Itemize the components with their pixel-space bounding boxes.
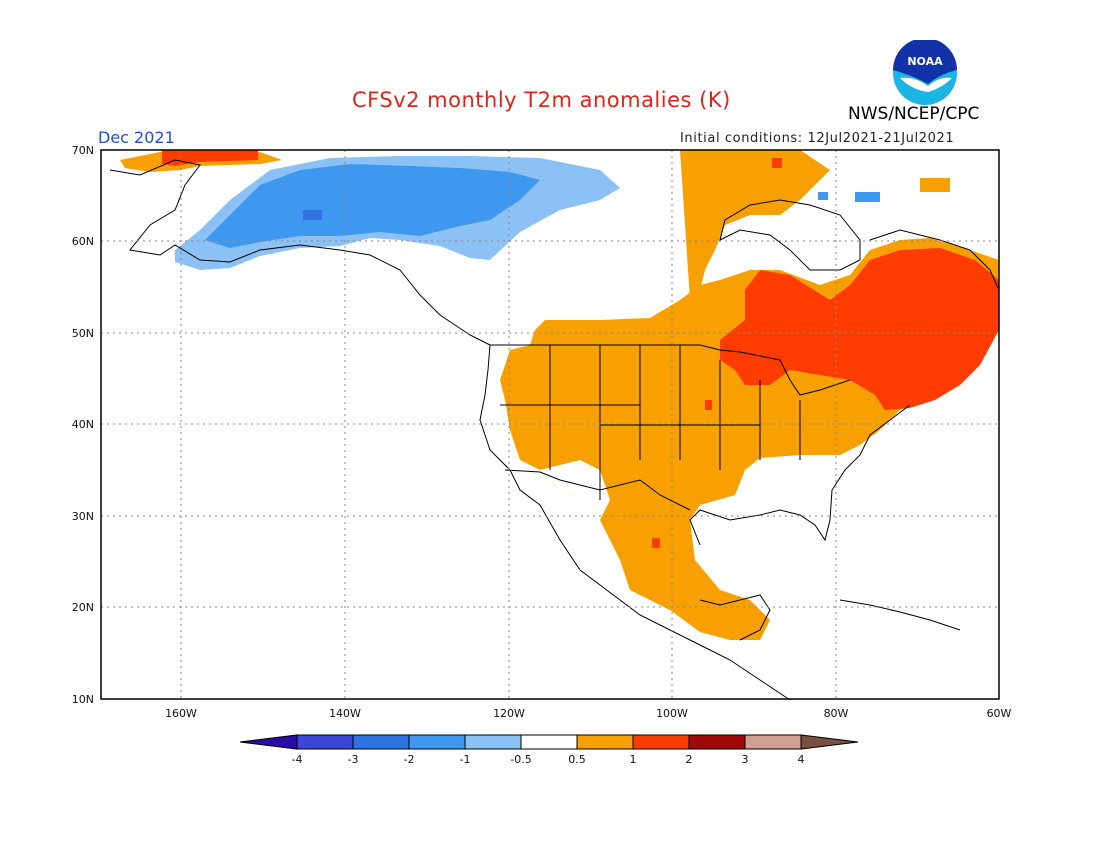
warm-anomaly-strong <box>720 248 999 410</box>
colorbar-segment <box>520 734 578 750</box>
yucatan <box>699 594 771 641</box>
gulf-coast <box>689 404 911 546</box>
colorbar-label: -0.5 <box>510 753 531 766</box>
noaa-logo-icon: NOAA <box>893 40 957 105</box>
lat-label: 40N <box>72 418 94 431</box>
neutral-southwest <box>540 460 610 520</box>
lat-label: 60N <box>72 235 94 248</box>
warm-anomaly-ne-corner <box>920 178 950 192</box>
labrador-coast <box>869 229 1000 291</box>
lon-label: 100W <box>656 707 688 720</box>
alaska-coast <box>109 159 491 346</box>
lon-label: 140W <box>329 707 361 720</box>
longitude-labels: 160W 140W 120W 100W 80W 60W <box>165 707 1011 720</box>
colorbar-segment <box>744 734 802 750</box>
hudson-bay <box>719 199 861 271</box>
lon-label: 120W <box>493 707 525 720</box>
anomaly-shading <box>120 150 999 640</box>
colorbar-segment <box>408 734 466 750</box>
warm-anomaly-dot3 <box>772 158 782 168</box>
colorbar-label: 0.5 <box>568 753 586 766</box>
map-frame <box>100 149 1000 700</box>
colorbar-label: 4 <box>798 753 805 766</box>
cold-anomaly-small2 <box>818 192 828 200</box>
agency-label: NWS/NCEP/CPC <box>848 104 980 124</box>
lat-label: 20N <box>72 601 94 614</box>
latitude-labels: 70N 60N 50N 40N 30N 20N 10N <box>72 144 94 706</box>
lat-label: 30N <box>72 510 94 523</box>
coastlines <box>109 159 1000 701</box>
lat-label: 70N <box>72 144 94 157</box>
colorbar-segment <box>632 734 690 750</box>
logo-text: NOAA <box>907 55 943 68</box>
colorbar-segment <box>688 734 746 750</box>
lon-label: 160W <box>165 707 197 720</box>
state-lines <box>500 345 801 500</box>
colorbar-segment <box>352 734 410 750</box>
cold-anomaly <box>205 164 540 248</box>
west-coast <box>479 344 791 701</box>
colorbar-label: -2 <box>404 753 415 766</box>
caribbean <box>839 599 961 631</box>
lat-label: 50N <box>72 327 94 340</box>
warm-anomaly-north <box>680 150 830 300</box>
forecast-period: Dec 2021 <box>98 128 175 147</box>
colorbar-label: -4 <box>292 753 303 766</box>
colorbar: -4 -3 -2 -1 -0.5 0.5 1 2 3 4 <box>239 734 859 766</box>
colorbar-label: 2 <box>686 753 693 766</box>
cold-anomaly-strong <box>303 210 322 220</box>
colorbar-segment <box>576 734 634 750</box>
colorbar-segment <box>464 734 522 750</box>
cold-anomaly-small <box>855 192 880 202</box>
map-title: CFSv2 monthly T2m anomalies (K) <box>352 88 731 112</box>
initial-conditions: Initial conditions: 12Jul2021-21Jul2021 <box>680 131 955 146</box>
lon-label: 80W <box>824 707 849 720</box>
lon-label: 60W <box>987 707 1012 720</box>
colorbar-label: -3 <box>348 753 359 766</box>
colorbar-label: -1 <box>460 753 471 766</box>
colorbar-arrow-low <box>239 734 298 750</box>
warm-anomaly-dot2 <box>652 538 660 548</box>
colorbar-segment <box>296 734 354 750</box>
lat-label: 10N <box>72 693 94 706</box>
colorbar-label: 3 <box>742 753 749 766</box>
gridlines <box>101 150 999 699</box>
colorbar-arrow-high <box>800 734 859 750</box>
great-lakes <box>699 344 851 396</box>
warm-anomaly-dot1 <box>705 400 712 410</box>
colorbar-label: 1 <box>630 753 637 766</box>
